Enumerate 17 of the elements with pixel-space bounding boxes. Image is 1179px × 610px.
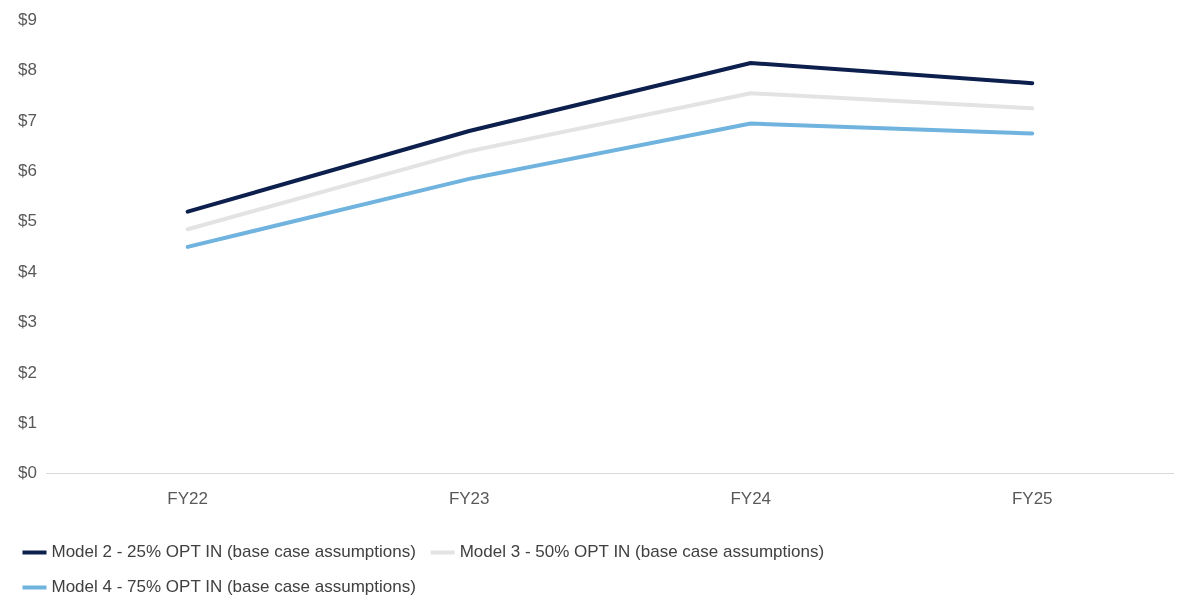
x-tick-label: FY23 <box>448 489 490 509</box>
y-tick-label: $7 <box>17 110 37 130</box>
y-tick-label: $6 <box>17 161 37 181</box>
x-tick-label: FY22 <box>167 489 208 509</box>
legend-label: Model 2 - 25% OPT IN (base case assumptions) <box>51 542 416 562</box>
y-tick-label: $5 <box>17 211 37 231</box>
x-tick-label: FY25 <box>1011 489 1053 509</box>
y-tick-label: $4 <box>17 261 37 281</box>
y-tick-label: $3 <box>17 312 37 332</box>
y-tick-label: $8 <box>17 60 37 80</box>
y-tick-label: $1 <box>17 412 37 432</box>
legend-label: Model 4 - 75% OPT IN (base case assumptions) <box>51 577 416 597</box>
x-tick-label: FY24 <box>730 489 772 509</box>
y-tick-label: $9 <box>17 9 37 29</box>
legend-label: Model 3 - 50% OPT IN (base case assumptions) <box>459 542 825 562</box>
y-tick-label: $2 <box>17 362 37 382</box>
y-tick-label: $0 <box>17 463 37 483</box>
